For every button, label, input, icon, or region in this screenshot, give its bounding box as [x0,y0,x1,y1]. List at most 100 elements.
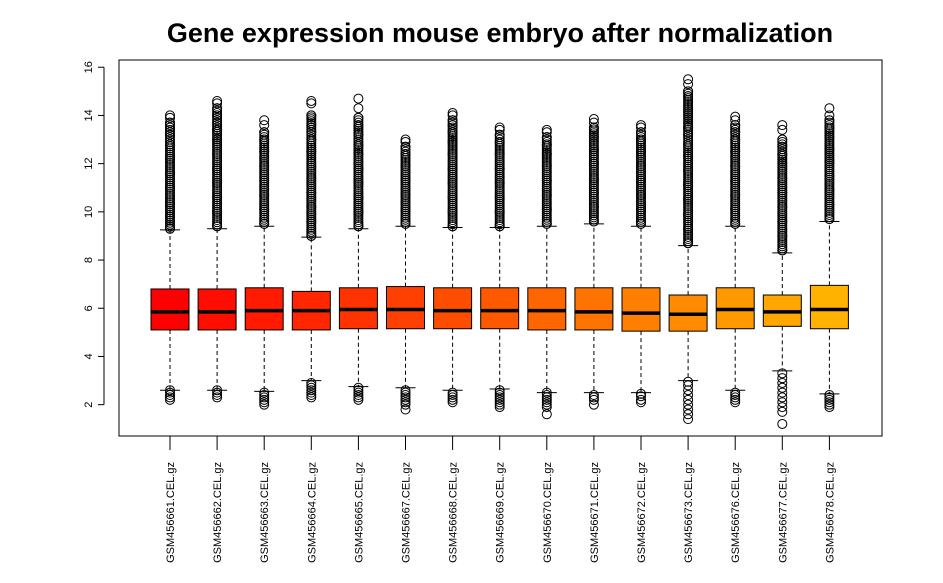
outlier-point [730,115,741,126]
outlier-point [777,406,788,417]
outlier-point [353,103,364,114]
outlier-point [212,124,223,135]
outlier-point [353,132,364,143]
outlier-point [588,390,599,401]
outlier-point [400,161,411,172]
outlier-point [636,134,646,145]
outlier-point [353,387,364,398]
outlier-point [730,387,741,398]
outlier-point [683,404,694,415]
outlier-point [777,216,788,227]
box-11 [621,120,661,408]
outlier-point [541,161,552,172]
outlier-point [165,387,175,398]
x-tick-label: GSM456665.CEL.gz [353,462,365,563]
outlier-point [777,149,788,159]
outlier-point [447,392,458,403]
x-tick-label: GSM456668.CEL.gz [448,462,460,563]
outlier-point [777,373,788,384]
outlier-point [400,397,411,408]
outlier-point [306,173,317,184]
outlier-point [636,388,646,399]
outlier-point [777,382,788,393]
outlier-point [165,153,175,164]
outlier-point [306,216,317,227]
outlier-point [165,112,175,123]
outlier-point [400,175,411,186]
outlier-point [259,390,270,401]
outlier-point [306,110,317,121]
outlier-point [824,170,835,181]
outlier-point [777,187,788,198]
outlier-point [165,390,175,401]
outlier-point [683,74,694,85]
outlier-point [777,146,788,157]
outlier-point [824,392,835,403]
outlier-point [683,376,694,387]
outlier-point [683,238,694,249]
outlier-point [212,192,223,203]
outlier-point [447,149,458,159]
outlier-point [683,134,694,145]
outlier-point [447,397,458,408]
outlier-point [824,399,835,410]
box-3 [244,115,284,410]
outlier-point [588,144,599,155]
outlier-point [306,132,317,143]
outlier-point [447,108,458,119]
outlier-point [400,385,411,396]
y-axis: 2 4 6 8 10 12 14 16 [83,61,105,408]
x-tick-label: GSM456673.CEL.gz [683,462,695,563]
outlier-point [447,206,458,217]
box-iqr [433,287,473,330]
outlier-point [306,129,317,140]
outlier-point [212,163,223,174]
outlier-point [541,136,552,147]
outlier-point [494,390,505,401]
outlier-point [494,134,505,145]
outlier-point [353,385,364,396]
outlier-point [777,141,788,152]
outlier-point [212,110,223,121]
box-iqr [621,287,661,332]
x-tick-label: GSM456670.CEL.gz [542,462,554,563]
outlier-point [683,209,694,220]
outlier-point [165,110,175,121]
box-9 [527,124,567,420]
outlier-point [824,199,835,210]
outlier-point [306,385,317,396]
outlier-point [306,377,317,388]
outlier-point [259,392,270,403]
outlier-point [447,192,458,203]
outlier-point [306,390,317,401]
outlier-point [730,397,741,408]
box-iqr [386,286,425,330]
outlier-point [683,139,694,150]
outlier-point [730,132,741,143]
outlier-point [494,387,505,398]
outlier-point [165,129,175,140]
outlier-point [494,402,505,413]
outlier-point [588,114,599,125]
outlier-point [541,394,552,405]
outlier-point [824,117,835,128]
box-6 [386,134,425,415]
outlier-point [400,189,411,200]
outlier-point [353,177,364,188]
outlier-point [588,399,599,410]
outlier-point [165,211,175,222]
outlier-point [541,390,552,401]
outlier-point [494,399,505,410]
outlier-point [588,202,599,213]
outlier-point [777,230,788,241]
outlier-point [730,124,741,135]
outlier-point [683,79,694,90]
outlier-point [730,161,741,172]
outlier-point [588,173,599,184]
outlier-point [541,399,552,410]
outlier-point [588,158,599,169]
outlier-point [494,122,505,133]
outlier-point [212,387,223,398]
